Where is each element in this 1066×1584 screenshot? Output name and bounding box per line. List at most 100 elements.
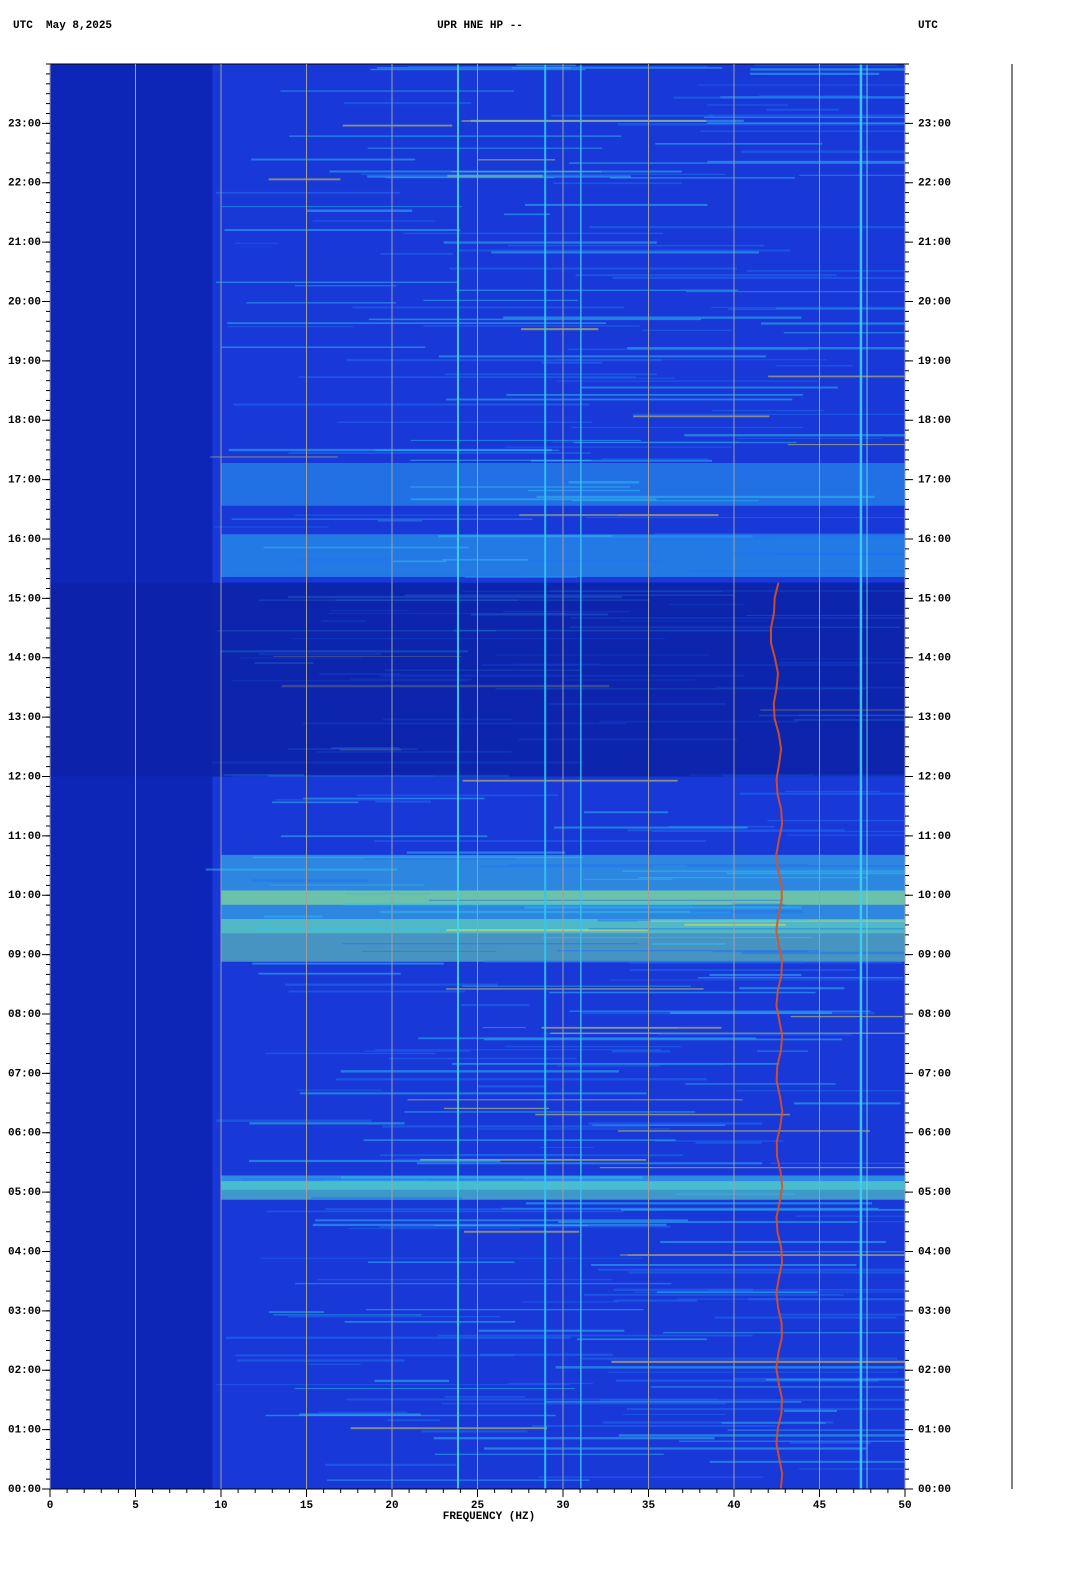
stripe xyxy=(710,306,905,308)
stripe xyxy=(462,590,723,593)
stripe xyxy=(609,177,795,179)
y-tick-label: 04:00 xyxy=(8,1246,41,1258)
stripe xyxy=(609,979,905,981)
stripe xyxy=(446,398,793,401)
stripe xyxy=(348,1227,520,1229)
stripe xyxy=(367,147,603,149)
stripe xyxy=(327,612,566,615)
stripe xyxy=(232,775,435,777)
stripe xyxy=(726,872,905,875)
stripe xyxy=(600,1398,905,1401)
stripe xyxy=(416,1162,763,1165)
stripe xyxy=(265,1414,556,1417)
stripe xyxy=(650,1386,905,1388)
stripe xyxy=(280,835,488,838)
stripe xyxy=(571,426,803,429)
stripe xyxy=(599,720,799,723)
stripe xyxy=(299,1092,647,1095)
stripe xyxy=(380,910,732,914)
stripe xyxy=(789,1441,872,1444)
stripe xyxy=(592,1124,726,1127)
stripe xyxy=(312,1223,667,1227)
stripe xyxy=(698,977,904,979)
stripe xyxy=(793,719,905,721)
stripe xyxy=(235,242,279,244)
stripe xyxy=(652,830,905,832)
stripe xyxy=(374,1049,662,1051)
stripe xyxy=(437,1334,753,1337)
stripe xyxy=(363,857,517,860)
stripe xyxy=(573,441,797,444)
stripe xyxy=(404,594,734,596)
stripe xyxy=(736,1089,905,1092)
stripe xyxy=(477,1085,547,1088)
stripe xyxy=(223,773,304,776)
stripe xyxy=(749,72,880,75)
x-tick-label: 10 xyxy=(214,1500,227,1512)
stripe xyxy=(556,380,819,382)
x-tick-label: 5 xyxy=(132,1500,139,1512)
stripe xyxy=(555,1366,904,1369)
stripe xyxy=(337,421,593,423)
stripe xyxy=(457,249,791,252)
stripe xyxy=(484,1447,867,1450)
stripe xyxy=(495,654,711,656)
stripe xyxy=(311,1197,463,1200)
stripe xyxy=(541,361,603,364)
stripe xyxy=(780,658,905,660)
stripe xyxy=(455,477,543,481)
stripe xyxy=(248,1159,501,1163)
stripe xyxy=(464,1230,580,1233)
stripe xyxy=(535,1113,790,1116)
stripe xyxy=(445,373,658,376)
stripe xyxy=(603,1421,834,1424)
stripe xyxy=(227,326,354,328)
stripe xyxy=(307,1363,361,1366)
stripe xyxy=(768,375,905,378)
stripe xyxy=(294,1283,672,1285)
stripe xyxy=(611,1360,905,1363)
x-tick-label: 15 xyxy=(300,1500,314,1512)
stripe xyxy=(741,150,905,153)
stripe xyxy=(695,1141,763,1144)
stripe xyxy=(642,329,732,331)
stripe xyxy=(660,1240,886,1244)
stripe xyxy=(344,102,472,105)
y-tick-label: 08:00 xyxy=(8,1009,41,1021)
stripe xyxy=(690,910,803,913)
stripe xyxy=(581,1357,898,1360)
stripe xyxy=(252,927,613,931)
stripe xyxy=(721,1422,826,1424)
stripe xyxy=(714,472,905,475)
stripe xyxy=(708,114,905,117)
y-tick-label-right: 12:00 xyxy=(918,771,951,783)
stripe xyxy=(235,1354,515,1357)
y-tick-label-right: 01:00 xyxy=(918,1425,951,1437)
stripe xyxy=(438,535,753,538)
stripe xyxy=(241,1178,524,1180)
stripe xyxy=(284,983,498,986)
stripe xyxy=(778,553,905,556)
stripe xyxy=(216,1119,372,1122)
stripe xyxy=(582,377,675,379)
stripe xyxy=(478,159,556,161)
stripe xyxy=(392,560,447,563)
stripe xyxy=(258,653,382,656)
stripe xyxy=(787,444,905,446)
y-tick-label: 07:00 xyxy=(8,1068,41,1080)
x-tick-label: 40 xyxy=(727,1500,740,1512)
stripe xyxy=(746,270,905,272)
stripe xyxy=(611,1050,671,1053)
stripe xyxy=(709,1460,905,1463)
stripe xyxy=(385,177,555,179)
stripe xyxy=(568,481,640,484)
stripe xyxy=(451,1062,780,1065)
stripe xyxy=(419,1158,647,1161)
stripe xyxy=(495,688,866,690)
stripe xyxy=(758,714,905,717)
stripe xyxy=(368,1261,515,1264)
y-tick-label: 23:00 xyxy=(8,118,41,130)
stripe xyxy=(315,1219,688,1222)
stripe xyxy=(513,663,601,665)
stripe xyxy=(684,923,786,926)
